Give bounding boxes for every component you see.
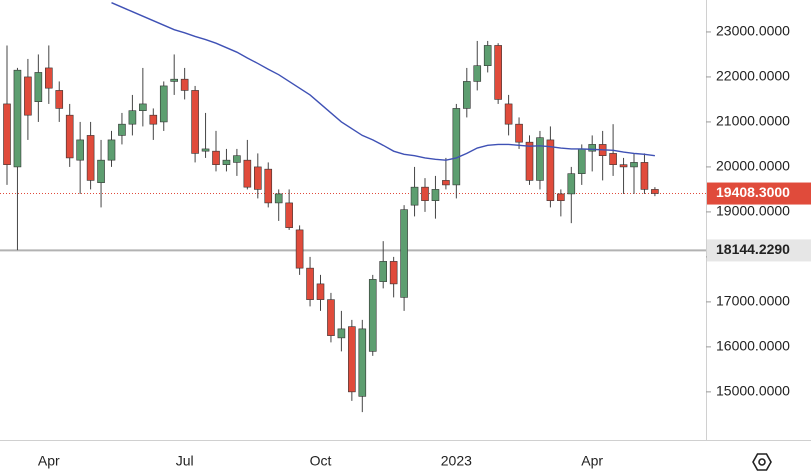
y-tick-label: 21000.0000: [716, 113, 790, 129]
candle-body: [97, 159, 105, 183]
candle-body: [379, 261, 388, 282]
candle-body: [3, 103, 11, 165]
level-label-box: [707, 239, 811, 262]
candle-body: [337, 328, 346, 339]
candle-body: [442, 180, 450, 186]
x-tick-label: Apr: [38, 453, 60, 469]
candle-body: [473, 65, 482, 82]
candle-body: [640, 162, 649, 190]
x-tick-label: Apr: [581, 453, 603, 469]
candle-body: [139, 103, 147, 111]
settings-icon[interactable]: [752, 453, 772, 471]
candle-body: [619, 164, 628, 168]
candle-body: [368, 279, 377, 352]
settings-hex: [752, 453, 772, 471]
y-tick-label: 22000.0000: [716, 68, 790, 84]
candle-body: [557, 193, 565, 201]
candle-body: [546, 139, 555, 201]
candle-body: [410, 186, 419, 206]
candle-body: [327, 299, 335, 336]
candle-body: [65, 114, 74, 159]
candle-body: [515, 123, 523, 143]
candle-body: [431, 189, 440, 201]
candle-body: [13, 69, 22, 168]
y-tick-label: 17000.0000: [716, 293, 790, 309]
candle-body: [264, 168, 273, 204]
x-tick-label: Oct: [310, 453, 332, 469]
price-label-box: [707, 182, 811, 205]
candle-body: [651, 189, 659, 194]
level-label: 18144.2290: [716, 241, 790, 257]
candle-body: [400, 209, 408, 298]
price-label: 19408.3000: [716, 184, 790, 200]
candle-body: [274, 193, 283, 204]
candle-body: [536, 137, 544, 181]
candle-body: [306, 267, 314, 300]
candle-body: [483, 45, 492, 66]
candle-body: [421, 186, 429, 201]
candle-body: [348, 326, 356, 393]
y-tick-label: 23000.0000: [716, 23, 790, 39]
y-tick-label: 19000.0000: [716, 203, 790, 219]
candle-body: [567, 173, 576, 195]
candle-body: [316, 283, 325, 300]
candle-body: [462, 81, 471, 109]
candle-body: [222, 159, 231, 165]
settings-dot: [758, 458, 766, 466]
candle-body: [180, 78, 189, 91]
candle-body: [34, 72, 43, 102]
y-tick-label: 15000.0000: [716, 383, 790, 399]
candle-body: [285, 202, 293, 228]
y-tick-label: 16000.0000: [716, 338, 790, 354]
candle-body: [44, 67, 53, 89]
candle-body: [358, 328, 367, 397]
x-tick-label: Jul: [176, 453, 194, 469]
candle-body: [295, 229, 304, 269]
candle-body: [128, 110, 137, 125]
moving-average: [111, 2, 655, 161]
candle-body: [76, 139, 84, 161]
candle-body: [630, 162, 638, 168]
candle-body: [107, 139, 116, 161]
candle-body: [170, 78, 178, 82]
candle-body: [212, 150, 220, 165]
candle-body: [588, 144, 597, 152]
candle-body: [609, 153, 617, 165]
candle-body: [233, 155, 241, 163]
candle-body: [504, 103, 513, 125]
candle-body: [201, 148, 210, 152]
candle-body: [24, 76, 32, 116]
candle-body: [243, 159, 252, 188]
x-tick-label: 2023: [441, 453, 472, 469]
candle-body: [452, 108, 461, 186]
candle-body: [191, 90, 199, 154]
candle-body: [159, 85, 168, 123]
candle-body: [118, 123, 126, 136]
candle-body: [86, 135, 95, 181]
candle-body: [389, 261, 398, 285]
y-tick-label: 20000.0000: [716, 158, 790, 174]
candle-body: [254, 166, 262, 190]
candle-body: [577, 148, 586, 174]
candle-body: [149, 114, 158, 125]
candle-body: [525, 141, 534, 181]
candle-body: [494, 45, 502, 100]
candle-body: [55, 90, 64, 109]
